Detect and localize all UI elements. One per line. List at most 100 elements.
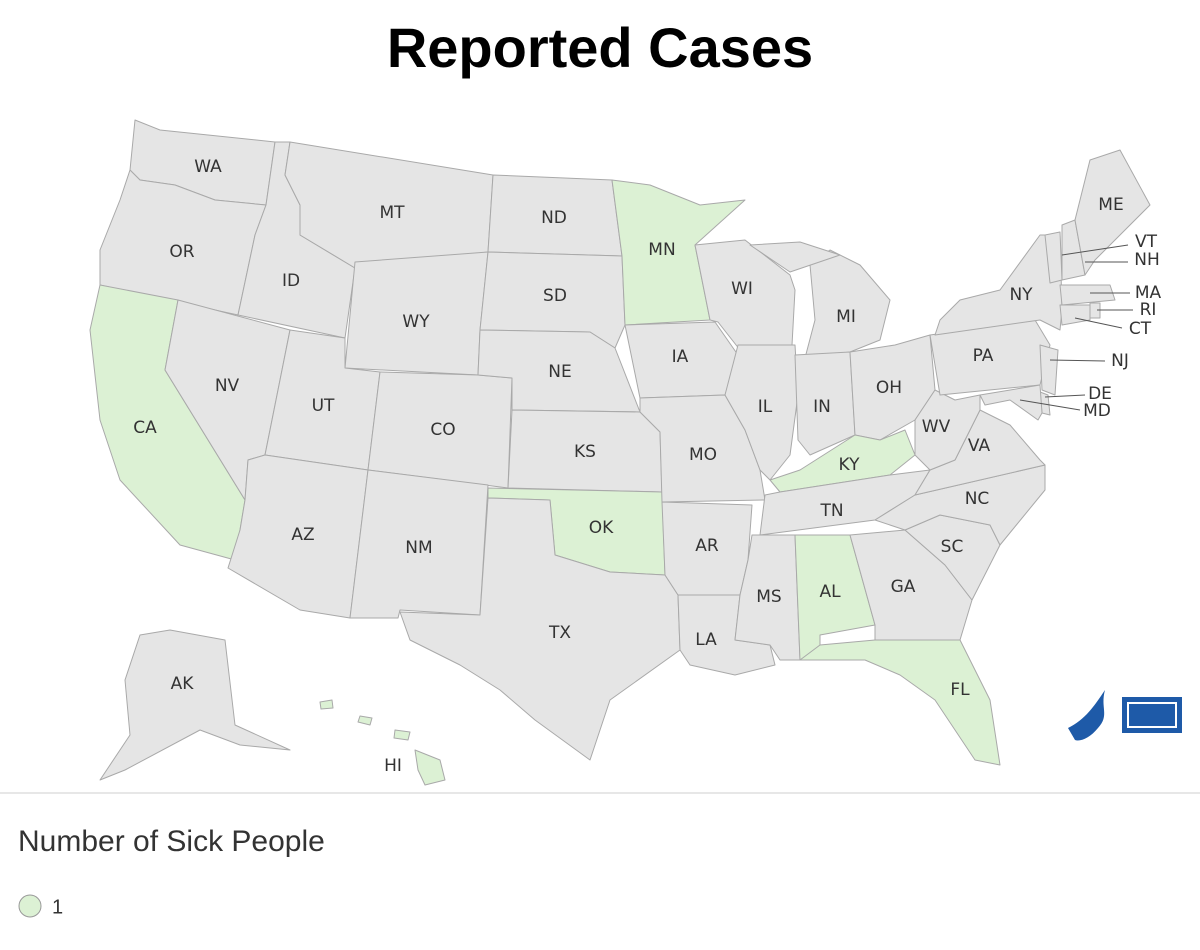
state: GA	[849, 529, 973, 641]
state: HI	[319, 699, 446, 786]
state-label: PA	[973, 346, 994, 366]
state-label: NE	[548, 362, 571, 382]
state-label: OH	[876, 378, 902, 398]
state: AZ	[227, 454, 369, 619]
state-label: NJ	[1111, 351, 1129, 371]
legend: 1	[18, 894, 63, 918]
state-label: GA	[891, 577, 916, 597]
state-shape	[414, 749, 446, 786]
state-label: AR	[695, 536, 719, 556]
state-label: VT	[1135, 232, 1158, 252]
state-label: NH	[1134, 250, 1160, 270]
state-label: CT	[1129, 319, 1152, 339]
state: RI	[1089, 300, 1157, 320]
state-label: MN	[648, 240, 675, 260]
state-shape	[349, 469, 489, 619]
state-label: TX	[548, 623, 571, 643]
state-label: SC	[941, 537, 964, 557]
state-shape	[1089, 302, 1101, 319]
state: ND	[487, 174, 623, 257]
state-label: OR	[169, 242, 194, 262]
state-label: ND	[541, 208, 567, 228]
leader-line	[1074, 317, 1123, 329]
map-title: Reported Cases	[387, 16, 813, 79]
state: WY	[344, 251, 489, 376]
state-shape	[399, 497, 681, 761]
state-label: NV	[215, 376, 240, 396]
state-label: HI	[384, 756, 402, 776]
state-label: LA	[695, 630, 717, 650]
state-label: ME	[1098, 195, 1123, 215]
state-shape	[1074, 149, 1151, 276]
state: AR	[661, 501, 753, 596]
state-label: MI	[836, 307, 856, 327]
state-label: UT	[312, 396, 335, 416]
state: IA	[624, 321, 739, 399]
state-label: VA	[968, 436, 991, 456]
state: TX	[399, 497, 681, 761]
state: MA	[1059, 283, 1162, 306]
state: NY	[934, 234, 1063, 336]
state-label: KY	[839, 455, 861, 475]
state-label: AL	[819, 582, 841, 602]
state: PA	[929, 319, 1051, 396]
state-label: MO	[689, 445, 717, 465]
state-shape	[319, 699, 334, 710]
state: AK	[99, 629, 291, 781]
state-shape	[99, 629, 291, 781]
state-shape	[934, 234, 1063, 336]
state: IN	[794, 351, 856, 456]
state-label: ID	[282, 271, 300, 291]
legend-swatch	[18, 894, 42, 918]
state-shape	[749, 241, 841, 273]
state-label: OK	[589, 518, 614, 538]
state-label: MT	[379, 203, 405, 223]
leader-line	[1049, 359, 1106, 362]
state-shape	[393, 729, 411, 741]
state: FL	[799, 639, 1001, 766]
state-label: AK	[171, 674, 195, 694]
state: SD	[479, 251, 626, 349]
state: CO	[367, 371, 513, 489]
state-shape	[804, 249, 891, 359]
state: MS	[734, 534, 801, 661]
state-shape	[357, 715, 373, 726]
leader-line	[1061, 244, 1129, 256]
cdc-logo	[1068, 690, 1182, 741]
state-label: IN	[813, 397, 831, 417]
logo-inner	[1127, 702, 1177, 728]
state-label: DE	[1088, 384, 1112, 404]
state-label: WI	[731, 279, 753, 299]
state-label: RI	[1140, 300, 1157, 320]
states: WA OR CA NV ID MT WY UT AZ CO NM ND SD N…	[89, 119, 1162, 786]
state-label: FL	[950, 680, 970, 700]
state-shape	[799, 639, 1001, 766]
legend-label: 1	[52, 896, 63, 918]
state-label: MS	[756, 587, 781, 607]
leader-lines	[1019, 244, 1133, 411]
state: NM	[349, 469, 489, 619]
state-shape	[1059, 284, 1116, 306]
state-label: IL	[758, 397, 773, 417]
state-label: WA	[194, 157, 222, 177]
logo-bird	[1068, 690, 1105, 741]
leader-line	[1044, 394, 1086, 398]
state: KS	[507, 409, 663, 493]
state: DE	[1039, 384, 1112, 416]
state-label: WV	[922, 417, 951, 437]
state-label: MA	[1135, 283, 1162, 303]
state-shape	[979, 384, 1043, 421]
state-label: NC	[965, 489, 990, 509]
state-label: WY	[402, 312, 430, 332]
state-label: NM	[405, 538, 432, 558]
state-label: KS	[574, 442, 596, 462]
state-label: SD	[543, 286, 567, 306]
legend-title: Number of Sick People	[18, 825, 325, 858]
state-shape	[794, 351, 856, 456]
state-shape	[367, 371, 513, 489]
state: NJ	[1039, 344, 1129, 396]
state-shape	[1059, 304, 1091, 326]
state-label: CA	[133, 418, 157, 438]
